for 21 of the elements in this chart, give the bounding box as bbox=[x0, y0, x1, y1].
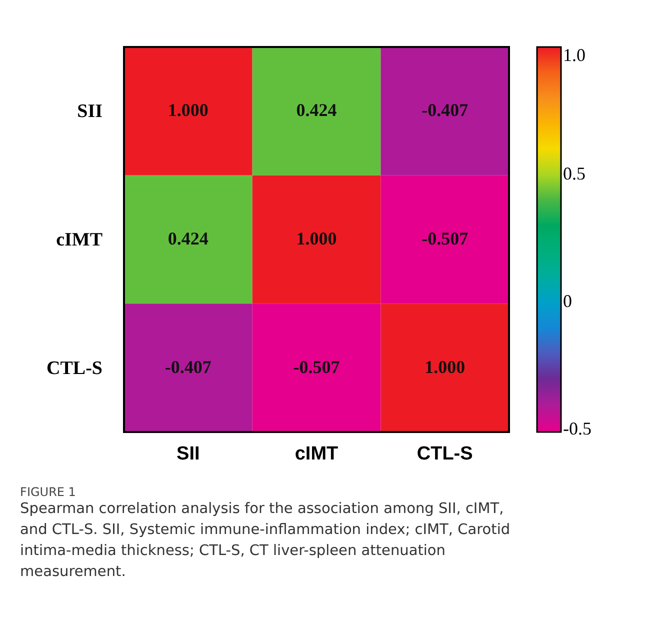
data-label: -0.407 bbox=[422, 100, 468, 120]
color-bar-label: 1.0 bbox=[563, 45, 586, 65]
data-label: 0.424 bbox=[168, 228, 208, 248]
color-bar-label: -0.5 bbox=[563, 418, 592, 438]
data-label: -0.507 bbox=[422, 228, 468, 248]
text: Spearman correlation analysis for the association among SII, cIMT, and CTL-S. SII, Systemic immune-inflammation index; cIMT, Carotid intima-media thickness; CTL-S, CT liver-spleen attenuation measurement. bbox=[20, 501, 510, 580]
data-label: 0.424 bbox=[296, 100, 337, 120]
data-label: 1.000 bbox=[168, 100, 208, 120]
y-tick-label: CTL-S bbox=[46, 358, 102, 379]
color-bar-label: 0.5 bbox=[563, 163, 586, 184]
caption: FIGURE 1 bbox=[20, 485, 76, 499]
data-label: 1.000 bbox=[424, 356, 466, 377]
y-tick-label: cIMT bbox=[56, 230, 103, 250]
x-tick-label: CTL-S bbox=[416, 444, 473, 464]
x-tick-label: cIMT bbox=[294, 444, 339, 464]
data-label: -0.407 bbox=[164, 356, 212, 377]
data-label: -0.507 bbox=[293, 356, 340, 377]
y-tick-label: SII bbox=[77, 101, 102, 122]
x-tick-label: SII bbox=[176, 444, 200, 464]
data-label: 1.000 bbox=[296, 228, 337, 248]
color-bar-label: 0 bbox=[563, 290, 572, 311]
